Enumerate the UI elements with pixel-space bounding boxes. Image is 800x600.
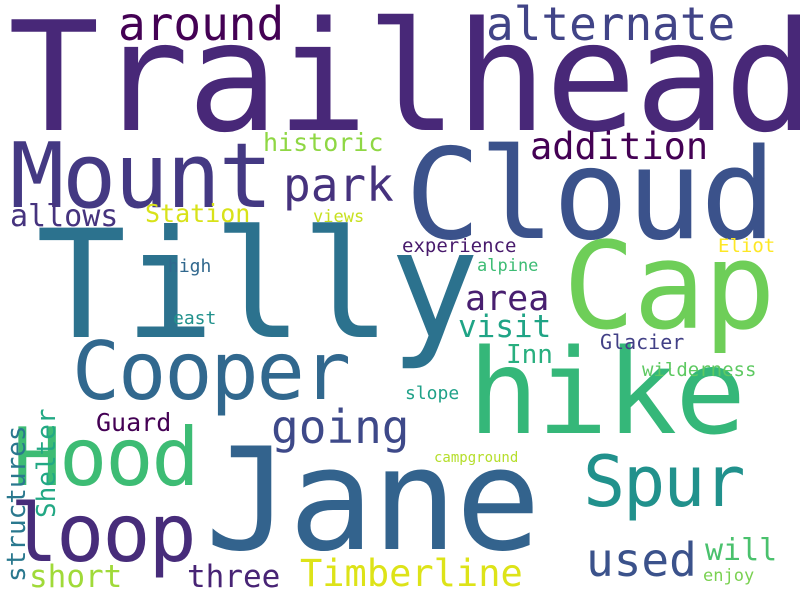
word-wilderness: wilderness [642, 359, 757, 381]
word-three: three [187, 559, 281, 595]
word-timberline: Timberline [300, 552, 523, 595]
word-hike: hike [468, 323, 746, 461]
word-experience: experience [402, 235, 517, 257]
word-cap: Cap [563, 218, 776, 357]
word-loop: loop [10, 487, 197, 580]
word-alpine: alpine [477, 256, 539, 276]
word-guard: Guard [96, 408, 172, 437]
word-used: used [586, 533, 697, 587]
word-structures: structures [2, 425, 32, 582]
word-addition: addition [530, 125, 709, 168]
word-slope: slope [405, 383, 460, 404]
word-cloud-term: Cloud [405, 121, 776, 268]
word-eliot: Eliot [718, 235, 776, 257]
word-mount: Mount [10, 124, 273, 229]
word-historic: historic [263, 128, 384, 157]
word-east: east [173, 308, 217, 329]
word-trailhead: Trailhead [8, 0, 800, 166]
word-views: views [313, 207, 365, 227]
word-shelter: Shelter [32, 408, 62, 518]
word-station: Station [145, 199, 251, 228]
word-will: will [705, 533, 778, 568]
word-alternate: alternate [486, 0, 736, 51]
word-spur: Spur [583, 441, 746, 523]
word-area: area [465, 279, 550, 319]
word-cooper: Cooper [72, 325, 351, 418]
word-glacier: Glacier [600, 330, 685, 354]
word-jane: Jane [205, 418, 541, 583]
word-short: short [29, 559, 123, 595]
word-allows: allows [10, 199, 119, 234]
word-visit: visit [458, 309, 552, 345]
word-hood: Hood [13, 411, 200, 504]
word-going: going [271, 400, 410, 454]
word-campground: campground [434, 450, 519, 466]
word-high: high [168, 256, 212, 277]
word-tilly: Tilly [36, 199, 480, 373]
word-enjoy: enjoy [703, 566, 755, 586]
word-inn: Inn [506, 340, 553, 370]
word-park: park [283, 158, 394, 212]
word-around: around [118, 0, 285, 51]
